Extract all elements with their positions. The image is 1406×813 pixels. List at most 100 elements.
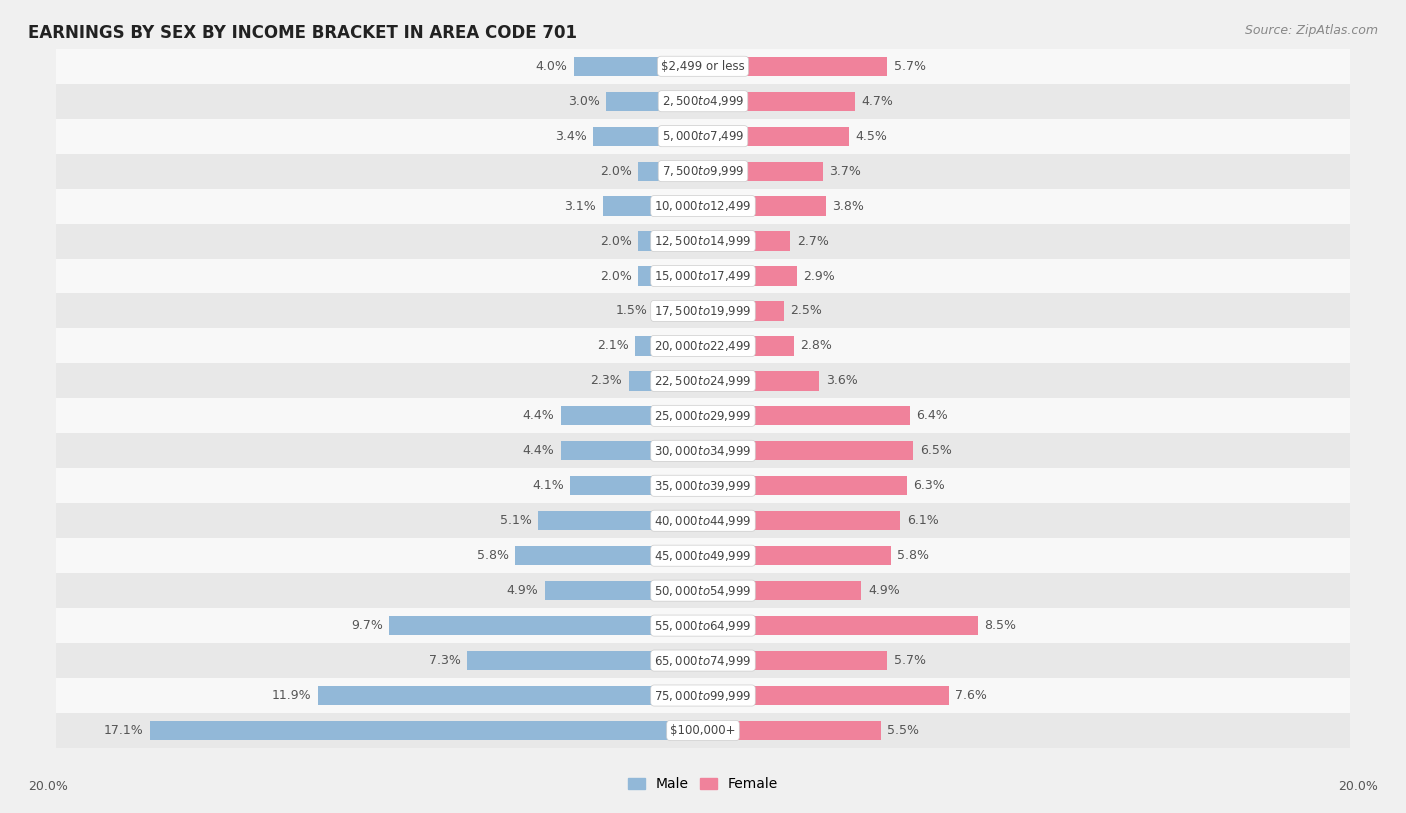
Text: 7.6%: 7.6%	[955, 689, 987, 702]
Text: 20.0%: 20.0%	[1339, 780, 1378, 793]
Text: $10,000 to $12,499: $10,000 to $12,499	[654, 199, 752, 213]
Text: 3.0%: 3.0%	[568, 95, 599, 107]
Text: $5,000 to $7,499: $5,000 to $7,499	[662, 129, 744, 143]
Text: 8.5%: 8.5%	[984, 620, 1017, 632]
Bar	[703, 476, 907, 495]
Bar	[571, 476, 703, 495]
Text: $75,000 to $99,999: $75,000 to $99,999	[654, 689, 752, 702]
Text: 4.0%: 4.0%	[536, 60, 567, 72]
Bar	[56, 293, 1350, 328]
Bar	[638, 267, 703, 285]
Text: 1.5%: 1.5%	[616, 305, 648, 317]
Text: 6.3%: 6.3%	[914, 480, 945, 492]
Bar	[56, 573, 1350, 608]
Text: 4.4%: 4.4%	[523, 410, 554, 422]
Bar	[703, 616, 979, 635]
Text: $12,500 to $14,999: $12,500 to $14,999	[654, 234, 752, 248]
Text: 3.4%: 3.4%	[555, 130, 586, 142]
Text: 3.1%: 3.1%	[565, 200, 596, 212]
Bar	[603, 197, 703, 215]
Bar	[544, 581, 703, 600]
Text: 5.5%: 5.5%	[887, 724, 920, 737]
Bar	[56, 224, 1350, 259]
Text: Source: ZipAtlas.com: Source: ZipAtlas.com	[1244, 24, 1378, 37]
Bar	[56, 643, 1350, 678]
Text: 9.7%: 9.7%	[352, 620, 382, 632]
Text: 2.0%: 2.0%	[600, 235, 631, 247]
Bar	[654, 302, 703, 320]
Bar	[703, 127, 849, 146]
Text: 6.5%: 6.5%	[920, 445, 952, 457]
Bar	[561, 441, 703, 460]
Bar	[593, 127, 703, 146]
Bar	[703, 581, 862, 600]
Text: 2.3%: 2.3%	[591, 375, 621, 387]
Bar	[606, 92, 703, 111]
Bar	[56, 84, 1350, 119]
Bar	[150, 721, 703, 740]
Text: 4.1%: 4.1%	[533, 480, 564, 492]
Text: $55,000 to $64,999: $55,000 to $64,999	[654, 619, 752, 633]
Legend: Male, Female: Male, Female	[623, 772, 783, 797]
Bar	[56, 119, 1350, 154]
Bar	[318, 686, 703, 705]
Text: $22,500 to $24,999: $22,500 to $24,999	[654, 374, 752, 388]
Text: $25,000 to $29,999: $25,000 to $29,999	[654, 409, 752, 423]
Text: 4.9%: 4.9%	[868, 585, 900, 597]
Bar	[574, 57, 703, 76]
Bar	[467, 651, 703, 670]
Text: 5.8%: 5.8%	[477, 550, 509, 562]
Bar	[561, 406, 703, 425]
Bar	[56, 189, 1350, 224]
Text: 2.1%: 2.1%	[598, 340, 628, 352]
Bar	[703, 232, 790, 250]
Bar	[703, 686, 949, 705]
Bar	[56, 468, 1350, 503]
Text: 17.1%: 17.1%	[104, 724, 143, 737]
Text: $35,000 to $39,999: $35,000 to $39,999	[654, 479, 752, 493]
Bar	[56, 328, 1350, 363]
Bar	[56, 503, 1350, 538]
Text: 5.8%: 5.8%	[897, 550, 929, 562]
Bar	[56, 49, 1350, 84]
Text: 2.9%: 2.9%	[803, 270, 835, 282]
Text: 2.7%: 2.7%	[797, 235, 828, 247]
Bar	[56, 713, 1350, 748]
Text: 2.8%: 2.8%	[800, 340, 832, 352]
Text: 6.4%: 6.4%	[917, 410, 948, 422]
Text: $45,000 to $49,999: $45,000 to $49,999	[654, 549, 752, 563]
Bar	[638, 162, 703, 180]
Text: 5.1%: 5.1%	[499, 515, 531, 527]
Bar	[56, 678, 1350, 713]
Bar	[538, 511, 703, 530]
Bar	[389, 616, 703, 635]
Text: $17,500 to $19,999: $17,500 to $19,999	[654, 304, 752, 318]
Text: 5.7%: 5.7%	[894, 654, 925, 667]
Bar	[703, 441, 914, 460]
Bar	[56, 608, 1350, 643]
Bar	[56, 154, 1350, 189]
Text: 2.5%: 2.5%	[790, 305, 823, 317]
Text: 4.5%: 4.5%	[855, 130, 887, 142]
Bar	[638, 232, 703, 250]
Text: $50,000 to $54,999: $50,000 to $54,999	[654, 584, 752, 598]
Bar	[56, 363, 1350, 398]
Bar	[703, 57, 887, 76]
Text: EARNINGS BY SEX BY INCOME BRACKET IN AREA CODE 701: EARNINGS BY SEX BY INCOME BRACKET IN ARE…	[28, 24, 576, 42]
Text: $7,500 to $9,999: $7,500 to $9,999	[662, 164, 744, 178]
Text: 6.1%: 6.1%	[907, 515, 938, 527]
Text: 5.7%: 5.7%	[894, 60, 925, 72]
Bar	[703, 372, 820, 390]
Bar	[636, 337, 703, 355]
Text: 2.0%: 2.0%	[600, 165, 631, 177]
Bar	[703, 511, 900, 530]
Text: $40,000 to $44,999: $40,000 to $44,999	[654, 514, 752, 528]
Bar	[703, 92, 855, 111]
Bar	[56, 538, 1350, 573]
Bar	[56, 398, 1350, 433]
Text: 11.9%: 11.9%	[273, 689, 312, 702]
Bar	[703, 267, 797, 285]
Text: 3.6%: 3.6%	[825, 375, 858, 387]
Bar	[703, 651, 887, 670]
Bar	[703, 406, 910, 425]
